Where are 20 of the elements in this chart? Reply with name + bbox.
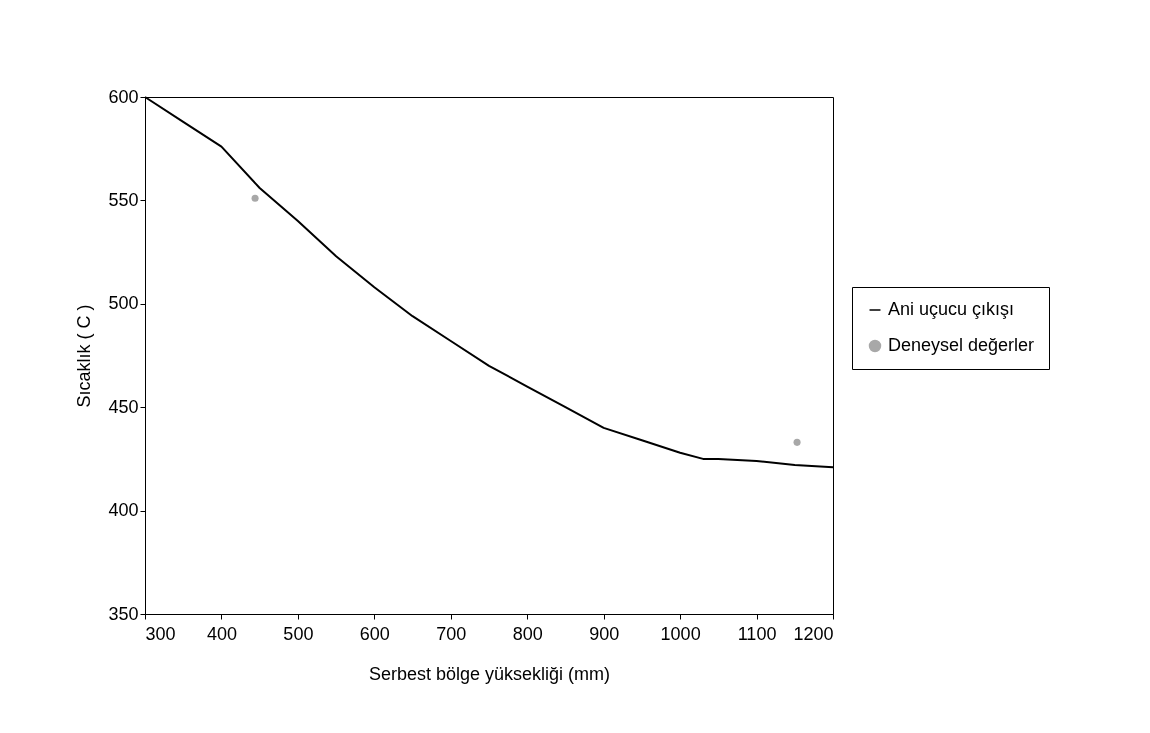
legend-label: Ani uçucu çıkışı [888,299,1015,319]
y-tick-label: 550 [108,189,139,210]
x-tick-label: 300 [145,623,176,644]
y-tick-label: 600 [108,86,139,107]
x-tick-label: 400 [206,623,237,644]
x-tick-label: 700 [436,623,467,644]
y-axis-title: Sıcaklık ( C ) [74,304,95,408]
x-tick-label: 1100 [737,623,777,644]
y-tick-label: 500 [108,293,139,314]
x-tick-label: 800 [512,623,543,644]
x-tick-label: 600 [359,623,390,644]
x-tick-label: 900 [589,623,620,644]
legend-label: Deneysel değerler [888,335,1035,355]
y-tick-label: 350 [108,603,139,624]
y-tick-label: 400 [108,500,139,521]
x-tick-label: 1200 [793,623,834,644]
x-tick-label: 500 [283,623,314,644]
x-axis-title: Serbest bölge yüksekliği (mm) [368,663,611,684]
y-tick-label: 450 [108,396,139,417]
x-tick-label: 1000 [660,623,701,644]
